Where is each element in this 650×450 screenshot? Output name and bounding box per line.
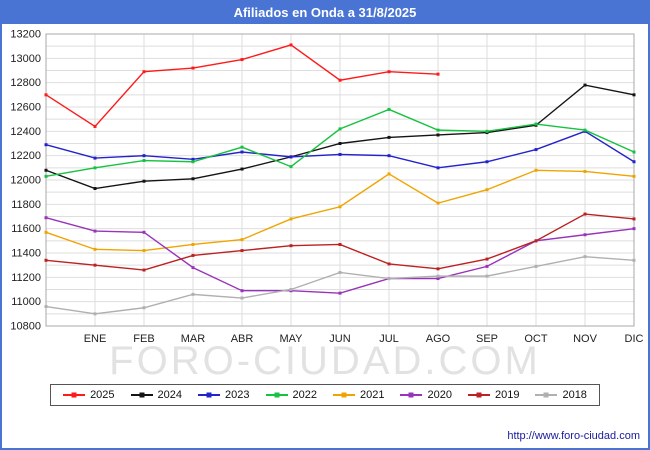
legend: 2025 2024 2023 2022 2021 2020 2019 2018 xyxy=(50,384,600,406)
svg-text:11000: 11000 xyxy=(11,296,41,308)
svg-text:MAR: MAR xyxy=(181,333,206,345)
legend-label-2023: 2023 xyxy=(225,389,250,401)
legend-item-2024: 2024 xyxy=(130,389,183,401)
legend-item-2023: 2023 xyxy=(198,389,250,401)
legend-swatch-2018 xyxy=(535,392,558,398)
svg-text:13000: 13000 xyxy=(10,53,41,65)
svg-text:ABR: ABR xyxy=(231,333,254,345)
legend-swatch-2024 xyxy=(130,392,153,398)
legend-label-2020: 2020 xyxy=(427,389,452,401)
chart-title: Afiliados en Onda a 31/8/2025 xyxy=(2,2,648,24)
svg-text:ENE: ENE xyxy=(84,333,107,345)
svg-text:FEB: FEB xyxy=(133,333,154,345)
svg-text:13200: 13200 xyxy=(10,29,41,41)
svg-text:JUL: JUL xyxy=(379,333,399,345)
legend-swatch-2021 xyxy=(333,392,355,398)
svg-text:11200: 11200 xyxy=(11,272,41,284)
legend-swatch-2019 xyxy=(467,392,490,398)
legend-label-2021: 2021 xyxy=(360,389,385,401)
svg-text:AGO: AGO xyxy=(426,333,451,345)
legend-label-2022: 2022 xyxy=(292,389,317,401)
legend-label-2018: 2018 xyxy=(562,389,587,401)
svg-text:MAY: MAY xyxy=(279,333,303,345)
legend-swatch-2020 xyxy=(400,392,423,398)
svg-text:OCT: OCT xyxy=(524,333,548,345)
legend-item-2021: 2021 xyxy=(333,389,384,401)
svg-text:11400: 11400 xyxy=(11,248,41,260)
legend-item-2025: 2025 xyxy=(63,389,115,401)
footer-link[interactable]: http://www.foro-ciudad.com xyxy=(507,430,640,442)
svg-text:12600: 12600 xyxy=(10,102,41,114)
svg-text:SEP: SEP xyxy=(476,333,498,345)
legend-item-2020: 2020 xyxy=(400,389,452,401)
line-chart: FORO-CIUDAD.COM 10800 11000 11200 11400 1160… xyxy=(2,24,648,383)
legend-swatch-2025 xyxy=(63,392,86,398)
svg-text:DIC: DIC xyxy=(625,333,644,345)
chart-canvas: 10800 11000 11200 11400 11600 11800 12000 12200… xyxy=(10,29,644,346)
footer: http://www.foro-ciudad.com xyxy=(2,406,648,448)
svg-text:12200: 12200 xyxy=(10,150,41,162)
svg-text:NOV: NOV xyxy=(573,333,598,345)
legend-label-2019: 2019 xyxy=(494,389,520,401)
svg-text:12000: 12000 xyxy=(10,175,41,187)
legend-label-2024: 2024 xyxy=(157,389,183,401)
legend-item-2018: 2018 xyxy=(535,389,587,401)
legend-item-2019: 2019 xyxy=(467,389,520,401)
legend-swatch-2023 xyxy=(198,392,221,398)
watermark: FORO-CIUDAD.COM xyxy=(109,339,541,383)
svg-text:12400: 12400 xyxy=(10,126,41,138)
svg-text:11600: 11600 xyxy=(11,223,41,235)
svg-text:10800: 10800 xyxy=(10,321,41,333)
svg-text:11800: 11800 xyxy=(11,199,41,211)
legend-label-2025: 2025 xyxy=(90,389,115,401)
legend-swatch-2022 xyxy=(265,392,288,398)
svg-text:JUN: JUN xyxy=(329,333,350,345)
svg-text:12800: 12800 xyxy=(10,77,41,89)
legend-item-2022: 2022 xyxy=(265,389,317,401)
